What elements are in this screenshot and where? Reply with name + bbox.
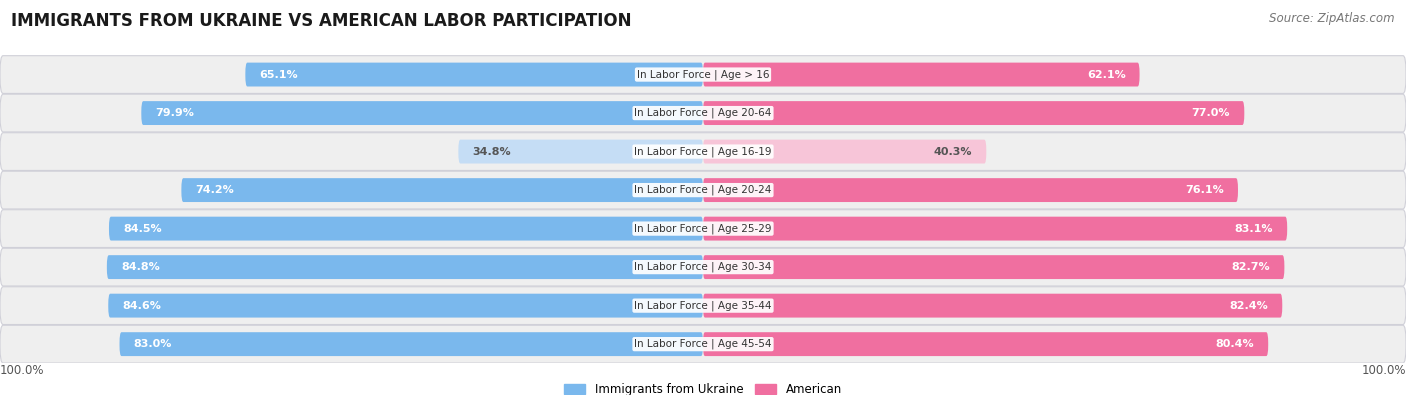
Text: In Labor Force | Age 35-44: In Labor Force | Age 35-44 xyxy=(634,300,772,311)
FancyBboxPatch shape xyxy=(120,332,703,356)
FancyBboxPatch shape xyxy=(0,287,1406,325)
Text: 34.8%: 34.8% xyxy=(472,147,510,156)
Text: 100.0%: 100.0% xyxy=(0,364,45,377)
Text: In Labor Force | Age 25-29: In Labor Force | Age 25-29 xyxy=(634,223,772,234)
Text: 65.1%: 65.1% xyxy=(260,70,298,79)
FancyBboxPatch shape xyxy=(0,133,1406,171)
FancyBboxPatch shape xyxy=(0,94,1406,132)
Text: 76.1%: 76.1% xyxy=(1185,185,1223,195)
FancyBboxPatch shape xyxy=(703,294,1282,318)
Text: Source: ZipAtlas.com: Source: ZipAtlas.com xyxy=(1270,12,1395,25)
FancyBboxPatch shape xyxy=(458,140,703,164)
Text: In Labor Force | Age 16-19: In Labor Force | Age 16-19 xyxy=(634,146,772,157)
Text: 74.2%: 74.2% xyxy=(195,185,235,195)
FancyBboxPatch shape xyxy=(703,217,1288,241)
Text: 100.0%: 100.0% xyxy=(1361,364,1406,377)
Text: In Labor Force | Age 20-24: In Labor Force | Age 20-24 xyxy=(634,185,772,196)
FancyBboxPatch shape xyxy=(108,294,703,318)
Text: IMMIGRANTS FROM UKRAINE VS AMERICAN LABOR PARTICIPATION: IMMIGRANTS FROM UKRAINE VS AMERICAN LABO… xyxy=(11,12,631,30)
FancyBboxPatch shape xyxy=(246,63,703,87)
Text: In Labor Force | Age 45-54: In Labor Force | Age 45-54 xyxy=(634,339,772,350)
Legend: Immigrants from Ukraine, American: Immigrants from Ukraine, American xyxy=(560,378,846,395)
Text: In Labor Force | Age 20-64: In Labor Force | Age 20-64 xyxy=(634,108,772,118)
FancyBboxPatch shape xyxy=(107,255,703,279)
Text: 84.8%: 84.8% xyxy=(121,262,160,272)
Text: 84.5%: 84.5% xyxy=(124,224,162,233)
FancyBboxPatch shape xyxy=(181,178,703,202)
Text: 83.0%: 83.0% xyxy=(134,339,172,349)
Text: 84.6%: 84.6% xyxy=(122,301,162,310)
FancyBboxPatch shape xyxy=(110,217,703,241)
Text: 79.9%: 79.9% xyxy=(155,108,194,118)
FancyBboxPatch shape xyxy=(703,63,1140,87)
Text: 80.4%: 80.4% xyxy=(1216,339,1254,349)
FancyBboxPatch shape xyxy=(703,255,1285,279)
FancyBboxPatch shape xyxy=(0,56,1406,94)
FancyBboxPatch shape xyxy=(0,171,1406,209)
Text: 82.7%: 82.7% xyxy=(1232,262,1271,272)
Text: In Labor Force | Age > 16: In Labor Force | Age > 16 xyxy=(637,69,769,80)
Text: 62.1%: 62.1% xyxy=(1087,70,1126,79)
FancyBboxPatch shape xyxy=(141,101,703,125)
Text: 40.3%: 40.3% xyxy=(934,147,973,156)
Text: 82.4%: 82.4% xyxy=(1229,301,1268,310)
FancyBboxPatch shape xyxy=(703,101,1244,125)
FancyBboxPatch shape xyxy=(703,178,1237,202)
Text: 77.0%: 77.0% xyxy=(1192,108,1230,118)
FancyBboxPatch shape xyxy=(0,248,1406,286)
Text: 83.1%: 83.1% xyxy=(1234,224,1272,233)
FancyBboxPatch shape xyxy=(0,210,1406,248)
FancyBboxPatch shape xyxy=(703,140,987,164)
FancyBboxPatch shape xyxy=(0,325,1406,363)
FancyBboxPatch shape xyxy=(703,332,1268,356)
Text: In Labor Force | Age 30-34: In Labor Force | Age 30-34 xyxy=(634,262,772,273)
